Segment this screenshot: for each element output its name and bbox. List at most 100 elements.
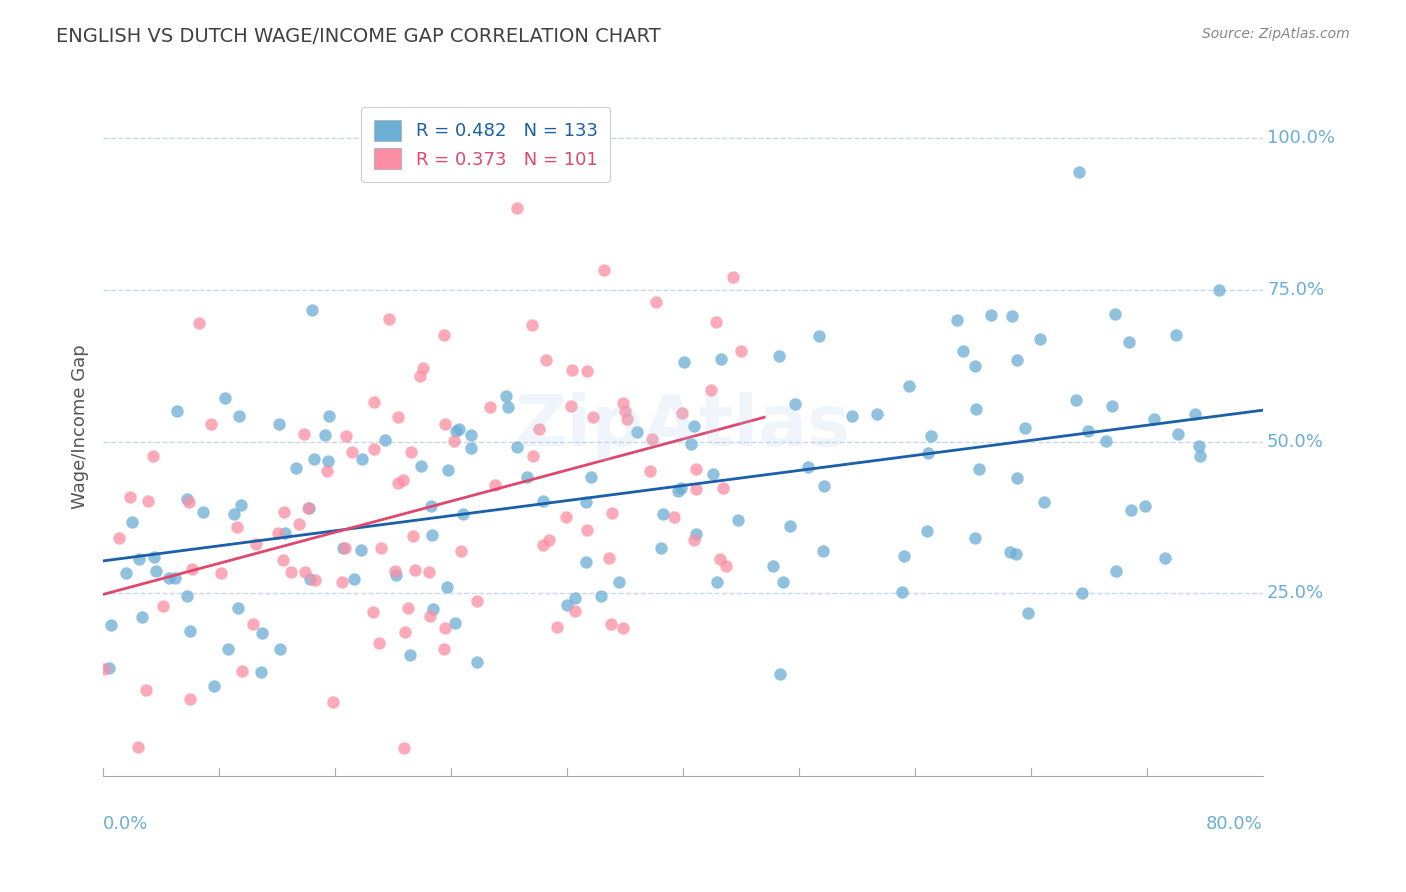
Point — [599, 617, 621, 632]
Point — [391, 473, 413, 487]
Point — [1167, 426, 1189, 441]
Point — [537, 533, 560, 548]
Point — [1105, 564, 1128, 578]
Point — [917, 524, 939, 538]
Point — [704, 315, 727, 329]
Point — [465, 656, 488, 670]
Point — [280, 565, 302, 579]
Point — [1077, 424, 1099, 438]
Point — [444, 424, 467, 438]
Point — [145, 564, 167, 578]
Point — [813, 479, 835, 493]
Point — [294, 427, 316, 442]
Point — [575, 555, 598, 569]
Point — [1001, 310, 1024, 324]
Point — [495, 389, 517, 403]
Point — [269, 417, 291, 432]
Point — [394, 625, 416, 640]
Text: ZipAtlas: ZipAtlas — [515, 392, 851, 461]
Point — [1033, 495, 1056, 509]
Point — [422, 528, 444, 542]
Point — [370, 541, 392, 555]
Point — [450, 543, 472, 558]
Point — [304, 574, 326, 588]
Point — [593, 262, 616, 277]
Point — [176, 589, 198, 603]
Point — [1118, 334, 1140, 349]
Point — [893, 549, 915, 563]
Point — [443, 616, 465, 631]
Point — [447, 422, 470, 436]
Text: 0.0%: 0.0% — [103, 815, 149, 833]
Point — [419, 609, 441, 624]
Point — [419, 499, 441, 513]
Point — [478, 400, 501, 414]
Point — [434, 622, 457, 636]
Point — [288, 517, 311, 532]
Point — [699, 383, 721, 397]
Text: 100.0%: 100.0% — [1267, 129, 1336, 147]
Point — [143, 549, 166, 564]
Point — [402, 529, 425, 543]
Point — [772, 575, 794, 590]
Point — [1184, 407, 1206, 421]
Point — [641, 432, 664, 446]
Point — [1005, 547, 1028, 561]
Point — [412, 361, 434, 376]
Y-axis label: Wage/Income Gap: Wage/Income Gap — [72, 344, 89, 508]
Point — [224, 508, 246, 522]
Point — [783, 397, 806, 411]
Point — [560, 399, 582, 413]
Point — [589, 589, 612, 603]
Point — [1014, 421, 1036, 435]
Point — [177, 495, 200, 509]
Point — [202, 679, 225, 693]
Point — [273, 505, 295, 519]
Point — [607, 575, 630, 590]
Point — [98, 661, 121, 675]
Point — [969, 461, 991, 475]
Point — [762, 558, 785, 573]
Point — [301, 303, 323, 318]
Point — [350, 452, 373, 467]
Point — [181, 562, 204, 576]
Point — [1121, 503, 1143, 517]
Point — [384, 565, 406, 579]
Point — [433, 328, 456, 343]
Point — [808, 329, 831, 343]
Point — [176, 492, 198, 507]
Point — [575, 364, 598, 378]
Point — [297, 501, 319, 516]
Point — [409, 459, 432, 474]
Point — [666, 484, 689, 499]
Point — [1029, 332, 1052, 346]
Point — [139, 805, 162, 819]
Point — [399, 444, 422, 458]
Point — [100, 617, 122, 632]
Point — [664, 509, 686, 524]
Point — [1064, 392, 1087, 407]
Point — [228, 409, 250, 423]
Point — [1164, 327, 1187, 342]
Point — [274, 526, 297, 541]
Point — [392, 740, 415, 755]
Point — [546, 620, 568, 634]
Point — [645, 295, 668, 310]
Point — [179, 691, 201, 706]
Point — [340, 444, 363, 458]
Point — [564, 604, 586, 618]
Point — [436, 463, 458, 477]
Point — [1067, 164, 1090, 178]
Point — [965, 401, 987, 416]
Point — [250, 665, 273, 679]
Point — [710, 351, 733, 366]
Point — [166, 404, 188, 418]
Point — [516, 469, 538, 483]
Point — [531, 493, 554, 508]
Point — [332, 541, 354, 556]
Text: 80.0%: 80.0% — [1206, 815, 1263, 833]
Point — [841, 409, 863, 423]
Text: 75.0%: 75.0% — [1267, 281, 1324, 299]
Point — [118, 490, 141, 504]
Point — [451, 507, 474, 521]
